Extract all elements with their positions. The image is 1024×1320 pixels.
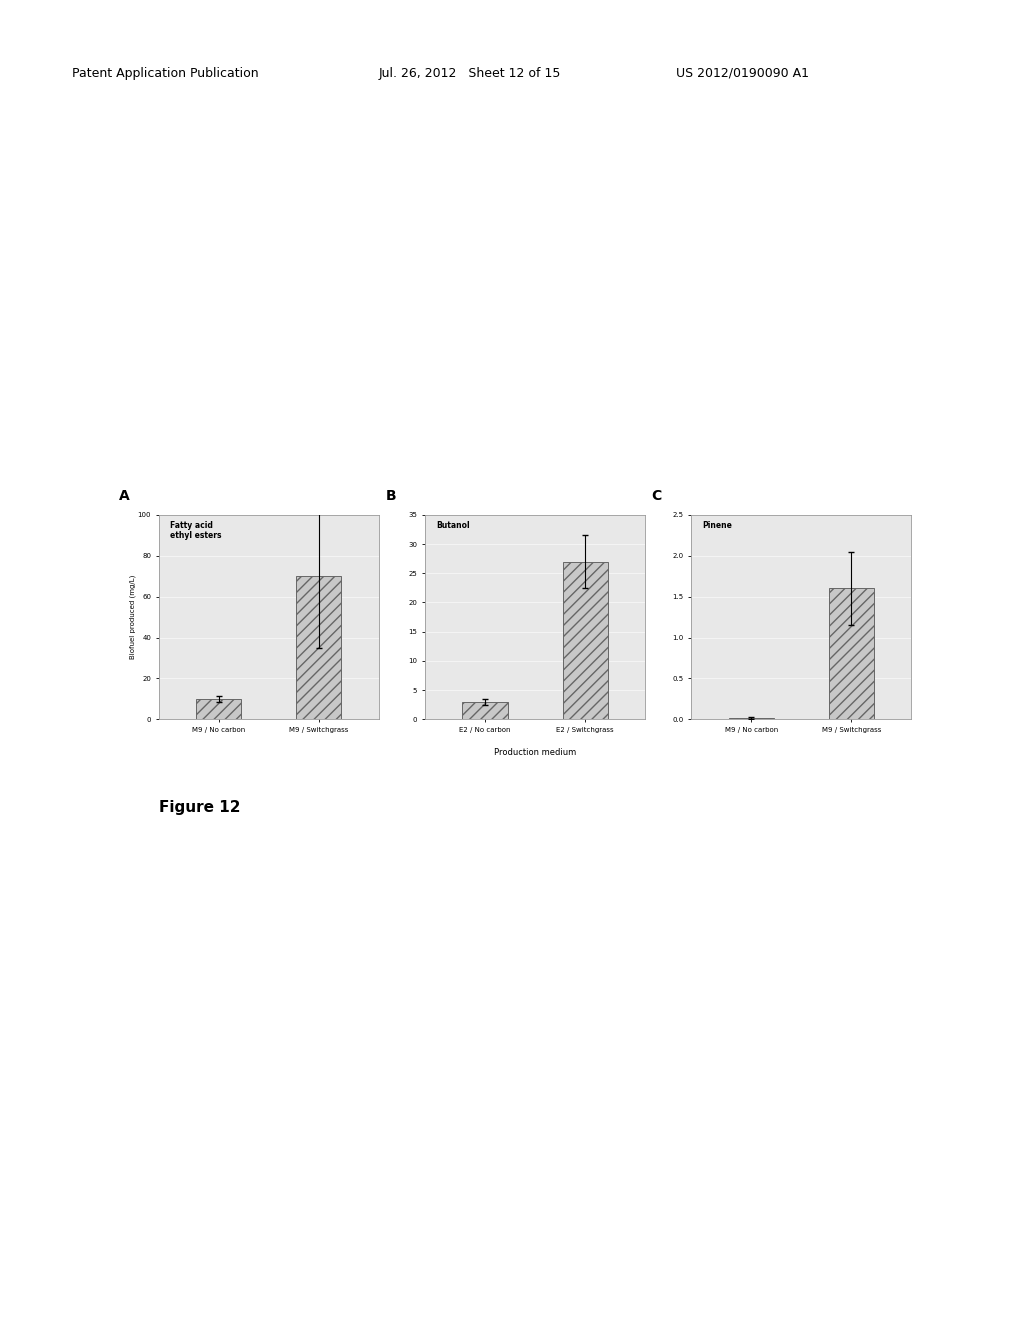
Bar [463, 702, 508, 719]
Text: Butanol: Butanol [436, 521, 470, 529]
Text: Patent Application Publication: Patent Application Publication [72, 66, 258, 79]
Text: Fatty acid
ethyl esters: Fatty acid ethyl esters [170, 521, 221, 540]
Bar [296, 576, 341, 719]
Text: A: A [119, 488, 130, 503]
Text: US 2012/0190090 A1: US 2012/0190090 A1 [676, 66, 809, 79]
Text: C: C [651, 488, 662, 503]
Bar [562, 561, 607, 719]
Text: Figure 12: Figure 12 [159, 800, 241, 814]
Bar [197, 700, 242, 719]
Text: Pinene: Pinene [702, 521, 732, 529]
Text: B: B [385, 488, 396, 503]
Text: Jul. 26, 2012   Sheet 12 of 15: Jul. 26, 2012 Sheet 12 of 15 [379, 66, 561, 79]
Bar [828, 589, 873, 719]
Bar [729, 718, 774, 719]
Y-axis label: Biofuel produced (mg/L): Biofuel produced (mg/L) [130, 576, 136, 659]
Text: Production medium: Production medium [494, 748, 577, 758]
